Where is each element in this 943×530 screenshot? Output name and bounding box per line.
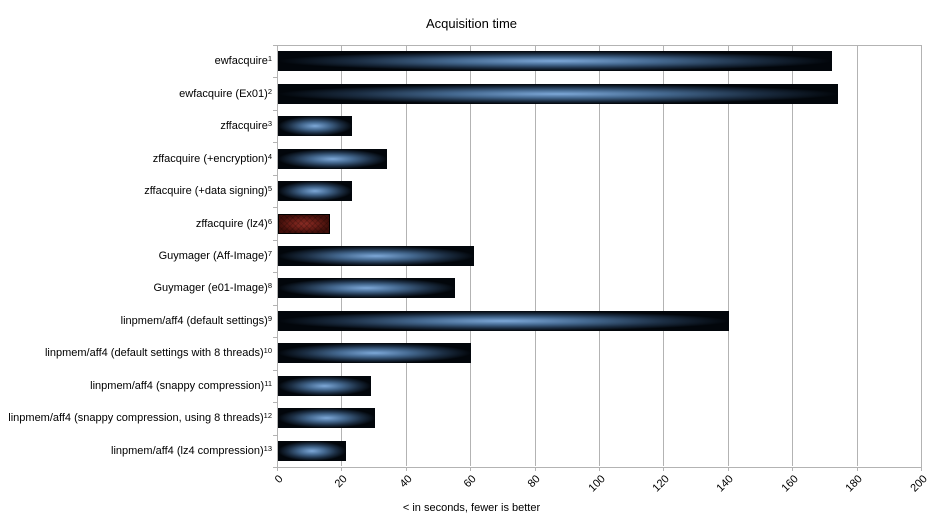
category-label-text: ewfacquire <box>214 55 268 67</box>
x-tick-mark <box>856 467 858 471</box>
y-tick-mark <box>273 402 277 403</box>
x-axis-title: < in seconds, fewer is better <box>402 502 541 514</box>
y-tick-mark <box>273 45 277 46</box>
y-tick-mark <box>273 77 277 78</box>
category-label-text: ewfacquire (Ex01) <box>179 88 268 100</box>
category-label: ewfacquire (Ex01)2 <box>0 87 272 101</box>
x-tick-mark <box>534 467 536 471</box>
category-footnote: 10 <box>263 346 272 355</box>
category-footnote: 5 <box>267 184 272 193</box>
x-tick-mark <box>792 467 794 471</box>
category-label: linpmem/aff4 (default settings with 8 th… <box>0 346 272 360</box>
category-footnote: 11 <box>264 379 272 388</box>
category-label-text: linpmem/aff4 (lz4 compression) <box>111 445 264 457</box>
category-label: linpmem/aff4 (snappy compression)11 <box>0 379 272 393</box>
x-tick-label: 60 <box>461 473 479 491</box>
category-label-text: linpmem/aff4 (default settings with 8 th… <box>44 347 264 359</box>
y-tick-mark <box>273 142 277 143</box>
x-tick-mark <box>663 467 665 471</box>
bar <box>278 408 375 428</box>
category-label: zffacquire (lz4)6 <box>0 217 272 231</box>
x-tick-mark <box>341 467 343 471</box>
x-tick-mark <box>405 467 407 471</box>
bar <box>278 84 838 104</box>
category-footnote: 9 <box>267 314 272 323</box>
x-tick-label: 160 <box>779 473 801 495</box>
category-label: Guymager (e01-Image)8 <box>0 281 273 295</box>
category-label: Guymager (Aff-Image)7 <box>0 249 272 263</box>
y-tick-mark <box>273 370 277 371</box>
category-label-text: zffacquire <box>220 120 268 132</box>
category-label: zffacquire3 <box>0 119 272 133</box>
y-tick-mark <box>273 337 277 338</box>
x-tick-mark <box>277 467 278 471</box>
category-footnote: 7 <box>267 249 272 258</box>
category-label: zffacquire (+encryption)4 <box>0 152 272 166</box>
category-label: linpmem/aff4 (snappy compression, using … <box>0 411 272 425</box>
x-tick-label: 0 <box>272 473 286 486</box>
x-tick-label: 120 <box>650 473 672 495</box>
bar <box>278 246 474 266</box>
category-label-text: linpmem/aff4 (default settings) <box>120 315 268 327</box>
y-tick-mark <box>273 305 277 306</box>
category-footnote: 6 <box>267 217 272 226</box>
category-label-text: zffacquire (+encryption) <box>152 153 268 165</box>
x-tick-label: 40 <box>397 473 415 491</box>
y-tick-mark <box>273 272 277 273</box>
category-footnote: 8 <box>267 281 272 290</box>
category-footnote: 12 <box>263 411 272 420</box>
y-tick-mark <box>273 207 277 208</box>
bar <box>278 376 371 396</box>
category-footnote: 4 <box>267 152 272 161</box>
vertical-gridline <box>663 46 665 466</box>
x-tick-mark <box>470 467 472 471</box>
category-footnote: 1 <box>267 54 272 63</box>
x-tick-label: 200 <box>908 473 930 495</box>
y-tick-mark <box>273 467 277 468</box>
y-tick-mark <box>273 175 277 176</box>
category-label: linpmem/aff4 (lz4 compression)13 <box>0 444 272 458</box>
vertical-gridline <box>792 46 794 466</box>
category-label: ewfacquire1 <box>0 54 272 68</box>
bar <box>278 149 387 169</box>
x-tick-mark <box>727 467 729 471</box>
x-tick-label: 20 <box>332 473 350 491</box>
x-tick-label: 140 <box>714 473 737 495</box>
bar <box>278 278 455 298</box>
category-label: linpmem/aff4 (default settings)9 <box>0 314 272 328</box>
y-tick-mark <box>273 110 277 111</box>
bar <box>278 181 352 201</box>
category-footnote: 2 <box>267 87 272 96</box>
x-tick-mark <box>921 467 922 471</box>
vertical-gridline <box>856 46 858 466</box>
chart-title: Acquisition time <box>425 16 518 31</box>
bar <box>278 441 346 461</box>
category-label-text: linpmem/aff4 (snappy compression) <box>90 380 265 392</box>
bar <box>278 116 352 136</box>
vertical-gridline <box>727 46 729 466</box>
category-label-text: zffacquire (lz4) <box>195 218 268 230</box>
x-tick-label: 180 <box>843 473 866 495</box>
category-label-text: Guymager (Aff-Image) <box>158 250 268 262</box>
x-tick-label: 100 <box>586 473 608 495</box>
category-label-text: Guymager (e01-Image) <box>153 282 268 294</box>
category-label-text: linpmem/aff4 (snappy compression, using … <box>8 412 264 424</box>
bar <box>278 311 729 331</box>
y-tick-mark <box>273 240 277 241</box>
category-footnote: 3 <box>267 119 272 128</box>
y-tick-mark <box>273 435 277 436</box>
bar <box>278 343 471 363</box>
vertical-gridline <box>534 46 536 466</box>
category-label-text: zffacquire (+data signing) <box>144 185 268 197</box>
x-tick-mark <box>599 467 600 471</box>
x-tick-label: 80 <box>525 473 544 491</box>
vertical-gridline <box>599 46 600 466</box>
category-footnote: 13 <box>263 444 272 453</box>
category-label: zffacquire (+data signing)5 <box>0 184 272 198</box>
bar <box>278 51 832 71</box>
bar-highlighted <box>278 214 330 234</box>
